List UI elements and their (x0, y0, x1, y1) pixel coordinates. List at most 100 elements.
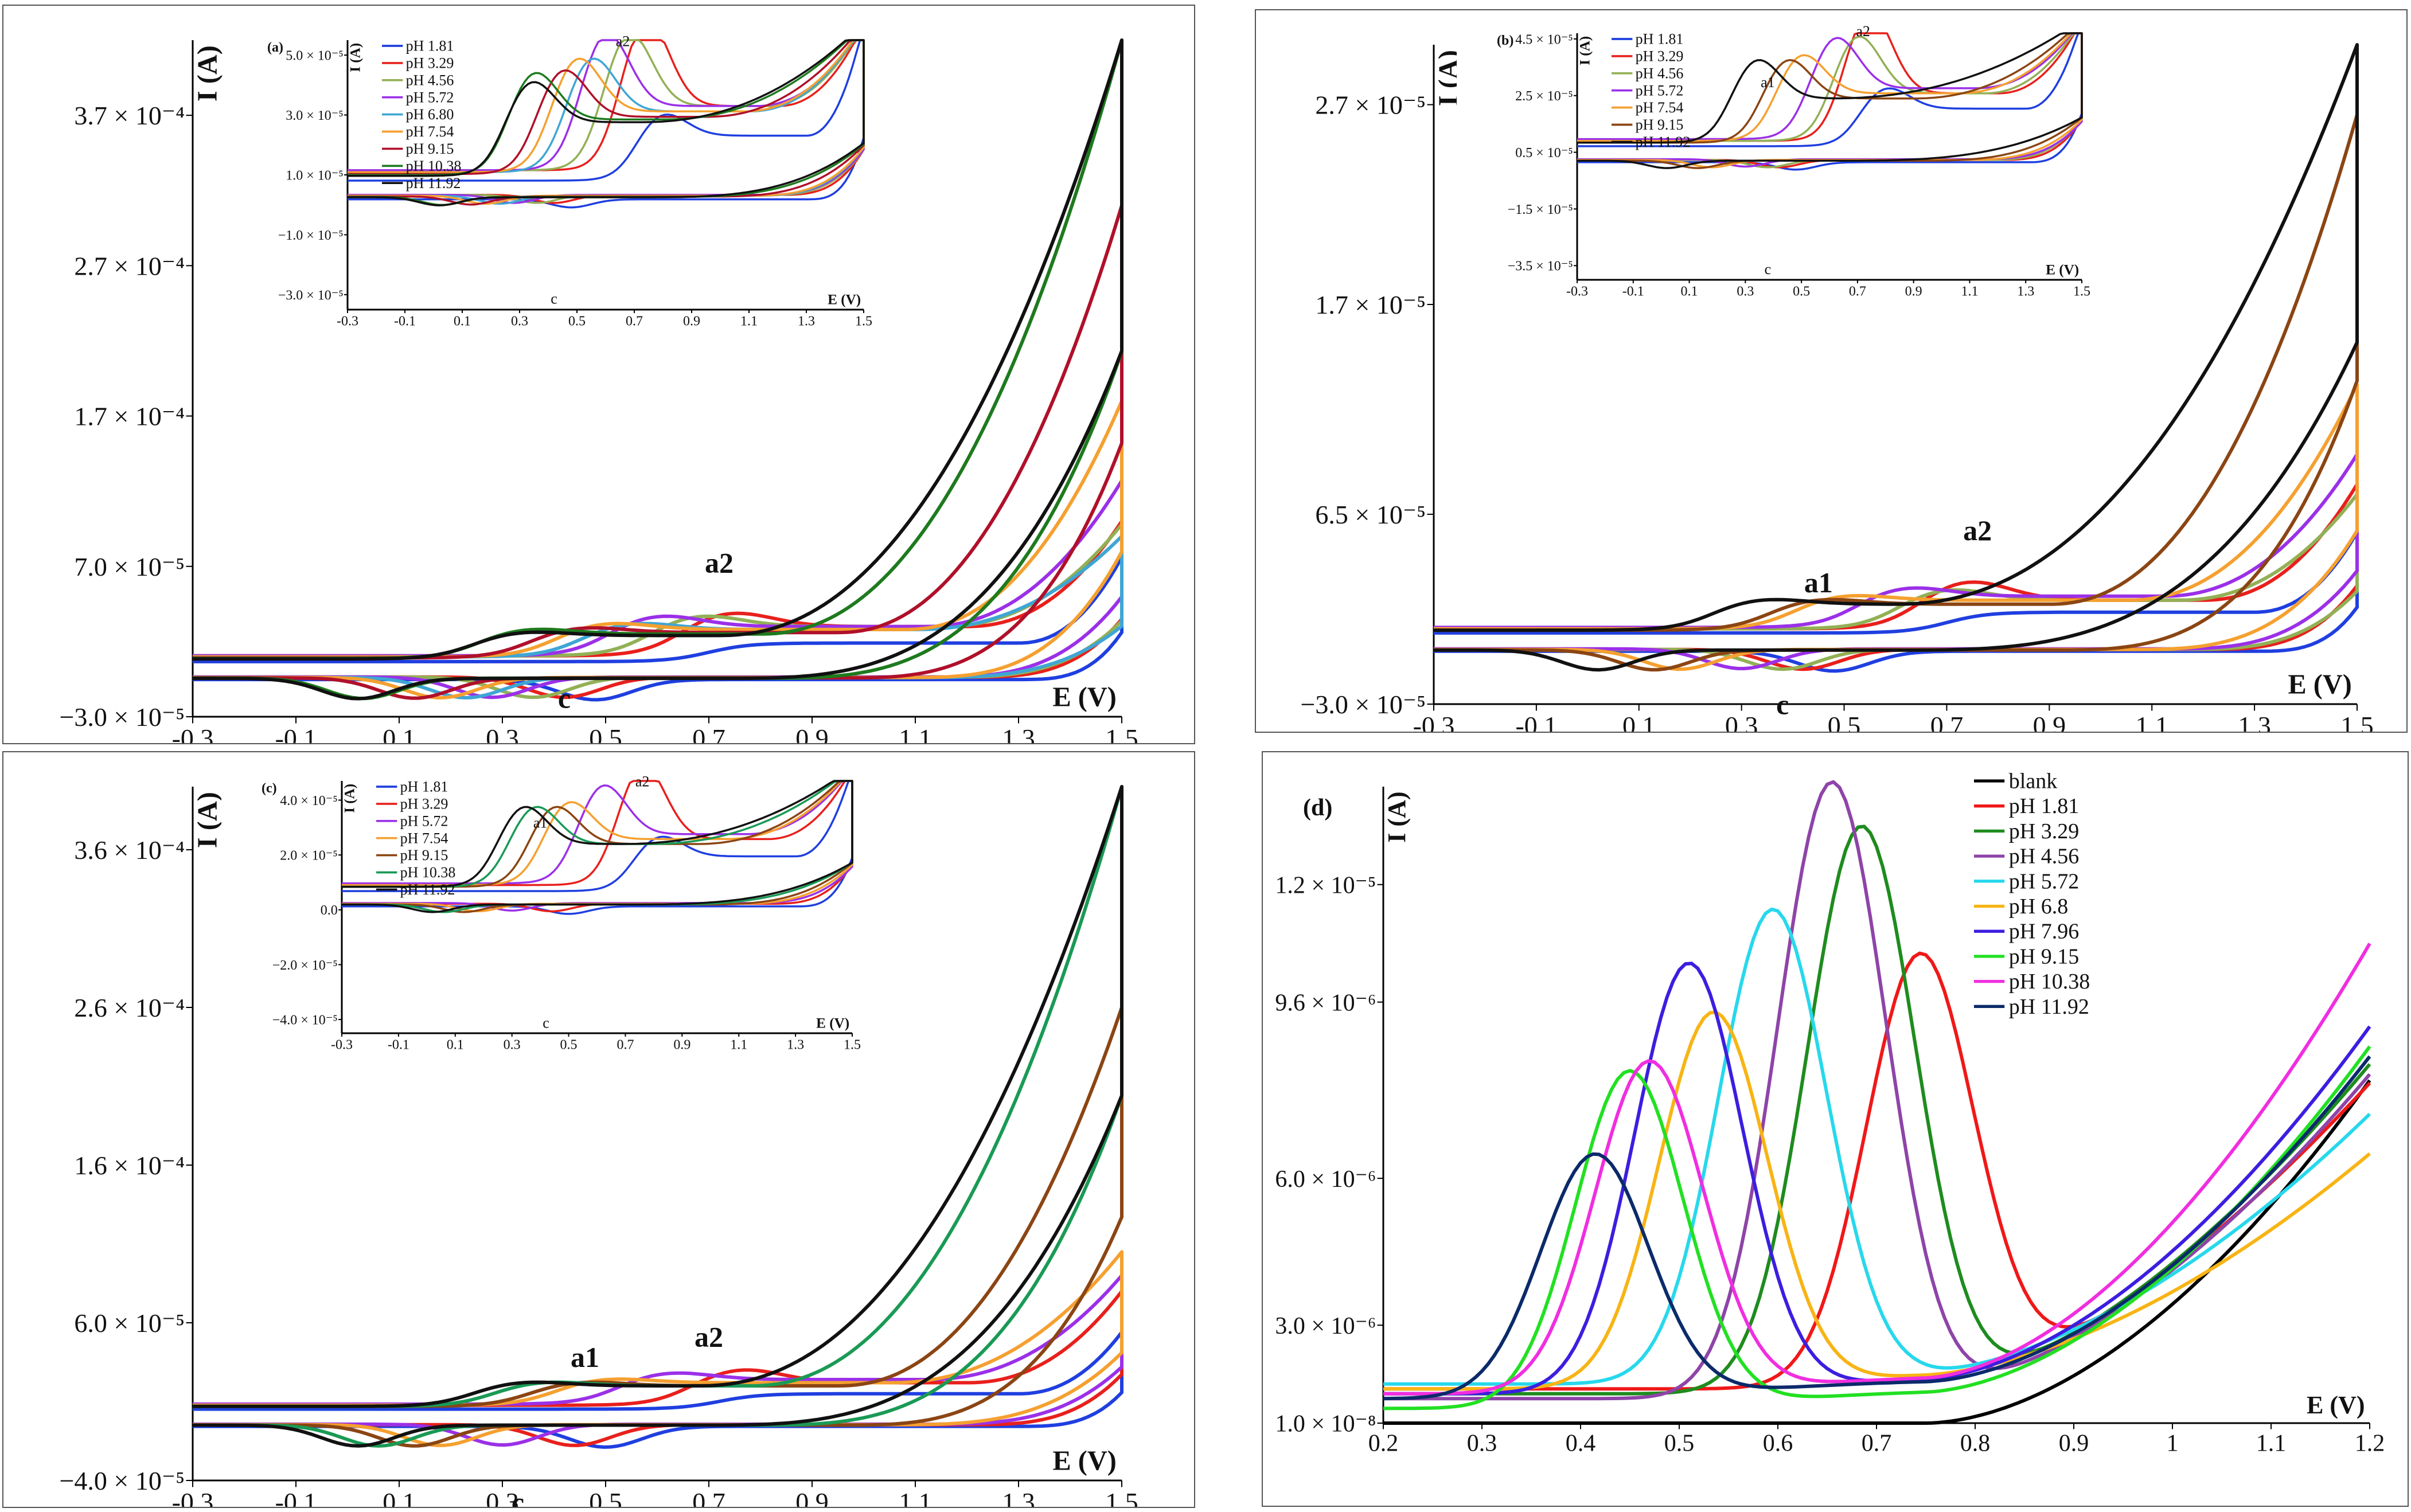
series-line (1383, 943, 2371, 1396)
inset-legend-label: pH 3.29 (406, 54, 454, 71)
series-line (193, 479, 1123, 700)
series-line (1383, 1079, 2371, 1425)
series-line (1383, 962, 2371, 1396)
inset-peak-annotation: a2 (1856, 23, 1870, 40)
inset-y-tick-label: 2.0 × 10⁻⁵ (280, 849, 338, 864)
main-y-tick-label: 1.6 × 10⁻⁴ (74, 1151, 185, 1180)
inset-x-tick-label: -0.1 (394, 314, 416, 329)
chart-svg-b: -0.3 -0.1 0.1 0.3 0.5 0.7 0.9 1.1 1.3 1.5 −3.0 × 1… (1300, 10, 2374, 732)
inset-x-tick-label: 0.1 (454, 314, 471, 329)
inset-x-tick-label: 0.3 (511, 314, 528, 329)
inset-x-tick-label: 0.1 (447, 1038, 464, 1053)
inset-peak-annotation: a2 (616, 33, 630, 49)
main-x-tick-label: 1.1 (2135, 711, 2168, 732)
inset-legend-label: pH 10.38 (406, 158, 462, 174)
main-y-tick-label: 6.0 × 10⁻⁵ (74, 1308, 185, 1338)
main-x-tick-label: 1.1 (2256, 1430, 2287, 1456)
main-y-tick-label: −3.0 × 10⁻⁵ (59, 702, 185, 732)
inset-x-tick-label: 0.9 (1905, 284, 1922, 299)
series-line (193, 1250, 1123, 1447)
series-line (193, 399, 1123, 700)
series-line (1434, 452, 2359, 670)
main-y-tick-label: −3.0 × 10⁻⁵ (1300, 690, 1426, 719)
inset-x-tick-label: 0.7 (617, 1038, 634, 1053)
series-line (1383, 907, 2371, 1386)
inset-legend-label: pH 11.92 (400, 881, 455, 898)
main-x-axis-label: E (V) (1052, 1446, 1116, 1476)
main-x-axis-label: E (V) (2288, 670, 2351, 700)
inset-legend-label: pH 7.54 (400, 830, 448, 846)
inset-legend-label: pH 3.29 (400, 795, 448, 812)
inset-y-tick-label: 4.0 × 10⁻⁵ (280, 794, 338, 808)
main-x-tick-label: 1.5 (1105, 1487, 1138, 1507)
main-x-tick-label: 0.1 (383, 724, 416, 743)
inset-y-tick-label: −4.0 × 10⁻⁵ (272, 1013, 338, 1027)
main-x-tick-label: 0.5 (1828, 711, 1861, 732)
inset-peak-annotation: a1 (533, 814, 548, 831)
chart-panel-a: -0.3 -0.1 0.1 0.3 0.5 0.7 0.9 1.1 1.3 1.5 −3.0 × 1… (2, 5, 1195, 744)
peak-annotation: c (1776, 688, 1789, 720)
main-x-tick-label: 0.7 (1862, 1430, 1892, 1456)
main-x-tick-label: 0.2 (1368, 1430, 1399, 1456)
series-line (1383, 1055, 2371, 1401)
inset-series-line (342, 780, 853, 913)
inset-x-tick-label: 1.1 (1961, 284, 1978, 299)
peak-annotation: a2 (705, 546, 734, 579)
inset-x-tick-label: -0.1 (1622, 284, 1644, 299)
inset-x-axis-label: E (V) (2046, 262, 2079, 278)
main-x-tick-label: 0.9 (2033, 711, 2066, 732)
main-y-tick-label: 2.7 × 10⁻⁵ (1315, 91, 1426, 120)
inset-x-tick-label: 0.5 (1793, 284, 1810, 299)
inset-x-tick-label: 1.1 (730, 1038, 747, 1053)
main-x-tick-label: 1.1 (899, 1487, 932, 1507)
main-x-tick-label: 1.3 (1002, 724, 1035, 743)
chart-svg-a: -0.3 -0.1 0.1 0.3 0.5 0.7 0.9 1.1 1.3 1.5 −3.0 × 1… (59, 17, 1138, 743)
main-y-tick-label: 3.6 × 10⁻⁴ (74, 835, 185, 865)
inset-panel-label: (a) (267, 40, 283, 55)
inset-legend-label: pH 5.72 (400, 812, 448, 829)
main-y-tick-label: 6.0 × 10⁻⁶ (1275, 1166, 1376, 1193)
inset-x-tick-label: 0.9 (673, 1038, 690, 1053)
inset-y-tick-label: −3.0 × 10⁻⁵ (278, 288, 344, 303)
main-x-tick-label: 1.5 (1105, 724, 1138, 743)
inset-legend-label: pH 4.56 (1636, 65, 1684, 81)
series-line (1383, 780, 2371, 1401)
inset-panel-label: (c) (262, 781, 277, 796)
inset-y-tick-label: −1.0 × 10⁻⁵ (278, 228, 344, 243)
inset-legend-label: pH 11.92 (406, 175, 461, 192)
main-x-tick-label: 0.3 (1467, 1430, 1497, 1456)
peak-annotation: a1 (571, 1341, 599, 1373)
inset-legend-label: pH 3.29 (1636, 48, 1684, 64)
main-y-tick-label: 1.7 × 10⁻⁴ (74, 402, 185, 431)
main-y-tick-label: −4.0 × 10⁻⁵ (59, 1466, 185, 1495)
chart-panel-d: 0.2 0.3 0.4 0.5 0.6 0.7 0.8 0.9 1 1.1 1.2 1.0 × 10⁻… (1262, 751, 2409, 1507)
inset-legend-label: pH 1.81 (406, 38, 454, 54)
inset-legend-label: pH 5.72 (406, 89, 454, 106)
main-y-tick-label: 2.6 × 10⁻⁴ (74, 993, 185, 1022)
main-x-axis-label: E (V) (1052, 682, 1116, 713)
inset-legend-label: pH 1.81 (400, 779, 448, 795)
main-y-axis-label: I (A) (192, 792, 223, 848)
inset-background (1457, 10, 2093, 320)
inset-y-tick-label: −1.5 × 10⁻⁵ (1508, 202, 1573, 217)
series-line (193, 785, 1123, 1448)
inset-legend-label: pH 4.56 (406, 72, 454, 88)
main-x-tick-label: 0.1 (1622, 711, 1656, 732)
inset-legend-label: pH 11.92 (1636, 134, 1691, 150)
main-x-tick-label: 0.7 (692, 1487, 725, 1507)
main-x-tick-label: 0.1 (383, 1487, 416, 1507)
main-x-axis-label: E (V) (2307, 1391, 2365, 1419)
main-legend-label: pH 5.72 (2009, 869, 2079, 893)
inset-x-tick-label: 0.9 (683, 314, 700, 329)
main-x-tick-label: -0.1 (275, 724, 317, 743)
inset-y-tick-label: 0.0 (321, 903, 338, 918)
main-x-tick-label: 0.9 (795, 1487, 829, 1507)
series-line (1434, 43, 2359, 672)
inset-y-tick-label: 3.0 × 10⁻⁵ (286, 108, 344, 123)
series-line (1383, 1010, 2371, 1391)
main-x-tick-label: 1.3 (2238, 711, 2271, 732)
inset-legend-label: pH 1.81 (1636, 31, 1684, 48)
inset-x-tick-label: 1.1 (740, 314, 758, 329)
main-y-tick-label: 6.5 × 10⁻⁵ (1315, 500, 1426, 529)
inset-y-axis-label: I (A) (342, 784, 358, 813)
